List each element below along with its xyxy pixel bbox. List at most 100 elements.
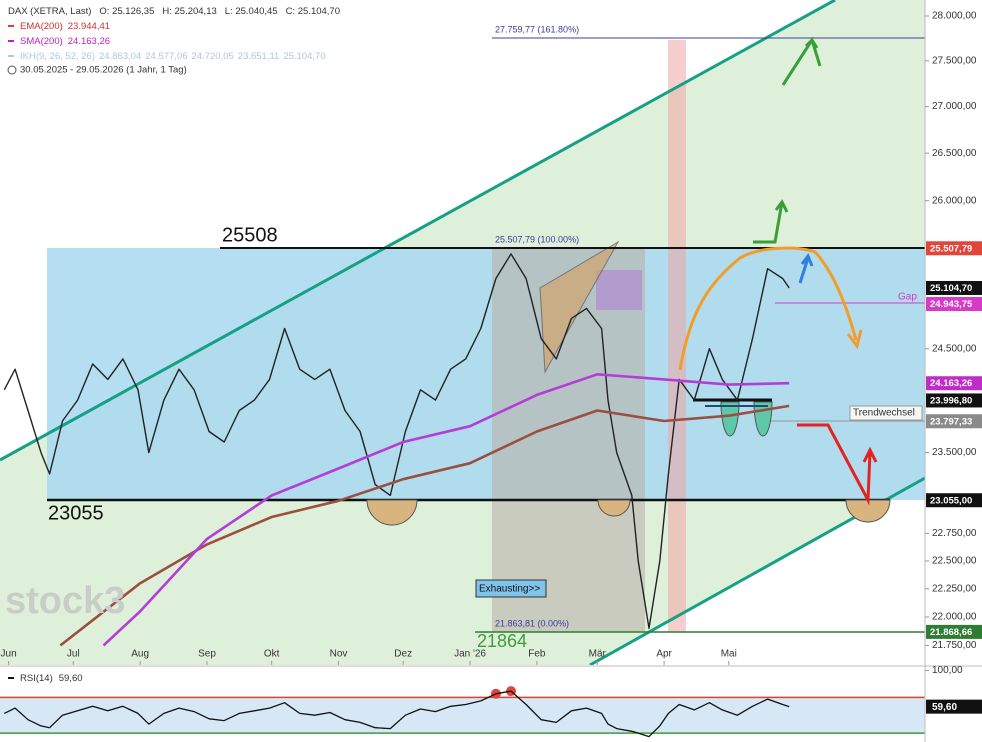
y-tick-label: 22.750,00 [932, 528, 977, 539]
series-line [4, 690, 790, 738]
period: 30.05.2025 - 29.05.2026 (1 Jahr, 1 Tag) [20, 65, 187, 76]
rsi-band [0, 697, 925, 734]
range-box [47, 248, 925, 500]
price-label-box [926, 241, 982, 256]
rsi-label-box [926, 699, 982, 714]
legend-value: 23.651,11 [238, 51, 280, 62]
series-line [3, 253, 790, 629]
cup [597, 499, 631, 517]
annotation: 21864 [477, 631, 527, 651]
y-tick-label: 27.500,00 [932, 56, 977, 67]
x-tick-label: Jun [1, 649, 17, 660]
axes: 28.000,00 27.500,00 27.000,00 26.500,00 26.0… [1, 11, 982, 714]
legend-item: SMA(200) 24.163,26 [20, 36, 110, 47]
price-label-box [926, 280, 982, 295]
ohlc: H: 25.204,13 [162, 6, 216, 17]
annotation: Exhausting>> [479, 584, 540, 595]
price-label: 23.996,80 [930, 395, 972, 406]
x-tick-label: Mai [721, 649, 737, 660]
ohlc: C: 25.104,70 [286, 6, 340, 17]
y-tick-label: 22.250,00 [932, 583, 977, 594]
price-label-box [926, 493, 982, 508]
watermark: stock3 [5, 580, 125, 622]
y-tick-label: 100,00 [932, 665, 963, 676]
label-box [849, 405, 923, 421]
cup [845, 499, 891, 523]
rsi-plot [0, 686, 925, 738]
annotation: 23055 [48, 502, 104, 524]
price-label: 24.163,26 [930, 378, 972, 389]
clock-icon [7, 65, 17, 75]
price-label-box [926, 624, 982, 639]
x-tick-label: Apr [656, 649, 672, 660]
x-tick-label: Jan '26 [454, 649, 486, 660]
legend-value: 23.944,41 [68, 21, 110, 32]
x-tick-label: Aug [131, 649, 149, 660]
legend-name: EMA(200) [20, 21, 63, 32]
price-label: 23.797,33 [930, 416, 972, 427]
red-zone [668, 40, 686, 632]
y-tick-label: 24.500,00 [932, 343, 977, 354]
price-label-box [926, 393, 982, 408]
x-tick-label: Mär [589, 649, 607, 660]
annotation: Trendwechsel [853, 408, 915, 419]
ohlc: O: 25.126,35 [99, 6, 154, 17]
price-label: 21.868,66 [930, 627, 972, 638]
y-tick-label: 26.500,00 [932, 148, 977, 159]
projection-curve [678, 246, 858, 371]
cup [366, 499, 418, 526]
y-tick-label: 27.000,00 [932, 101, 977, 112]
wedge [539, 240, 620, 374]
fib-label: 21.863,81 (0.00%) [495, 618, 569, 628]
arrow-up [798, 252, 814, 284]
legend-value: 25.104,70 [283, 51, 325, 62]
arrow-up [781, 36, 822, 86]
legend-item: RSI(14) 59,60 [20, 673, 83, 684]
x-tick-label: Sep [198, 649, 216, 660]
legend-item: EMA(200) 23.944,41 [20, 21, 110, 32]
y-tick-label: 26.000,00 [932, 195, 977, 206]
y-tick-label: 22.000,00 [932, 612, 977, 623]
price-label-box [926, 297, 982, 312]
legend-name: IKH(9, 26, 52, 26) [20, 51, 95, 62]
legend-name: SMA(200) [20, 36, 63, 47]
arrow-head [846, 329, 863, 350]
x-tick-label: Nov [330, 649, 348, 660]
rsi-label: 59,60 [932, 702, 957, 713]
price-label: 25.507,79 [930, 243, 972, 254]
arrow-down-up [797, 423, 878, 506]
annotations: stock3 25508 23055 21864 27.759,77 (161.… [5, 6, 923, 684]
legend-value: 24.720,05 [192, 51, 234, 62]
price-label: 24.943,75 [930, 299, 973, 310]
legend-item: IKH(9, 26, 52, 26) 24.863,04 24.577,06 24.7… [20, 51, 326, 62]
legend-value: 24.863,04 [99, 51, 141, 62]
y-tick-label: 21.750,00 [932, 640, 977, 651]
annotation: 25508 [222, 224, 278, 246]
legend-value: 24.163,26 [68, 36, 110, 47]
channel-upper [0, 0, 836, 462]
legend-name: RSI(14) [20, 673, 53, 684]
purple-box [596, 270, 642, 310]
legend-value: 24.577,06 [145, 51, 187, 62]
legend-value: 59,60 [59, 673, 83, 684]
price-label: 23.055,00 [930, 495, 972, 506]
y-tick-label: 28.000,00 [932, 11, 977, 22]
x-tick-label: Okt [264, 649, 280, 660]
price-label-box [926, 414, 982, 429]
ohlc: L: 25.040,45 [225, 6, 278, 17]
drawings [0, 0, 925, 665]
series-line [102, 372, 790, 647]
arrow-up [753, 199, 789, 244]
symbol: DAX (XETRA, Last) [8, 6, 91, 17]
fib-label: 25.507,79 (100.00%) [495, 234, 579, 244]
x-tick-label: Dez [394, 649, 412, 660]
label-box [475, 579, 547, 598]
fib-label: 27.759,77 (161.80%) [495, 24, 579, 34]
price-label: 25.104,70 [930, 283, 972, 294]
y-tick-label: 22.500,00 [932, 556, 977, 567]
x-tick-label: Jul [67, 649, 80, 660]
price-label-box [926, 376, 982, 391]
y-tick-label: 23.500,00 [932, 447, 977, 458]
x-tick-label: Feb [528, 649, 546, 660]
